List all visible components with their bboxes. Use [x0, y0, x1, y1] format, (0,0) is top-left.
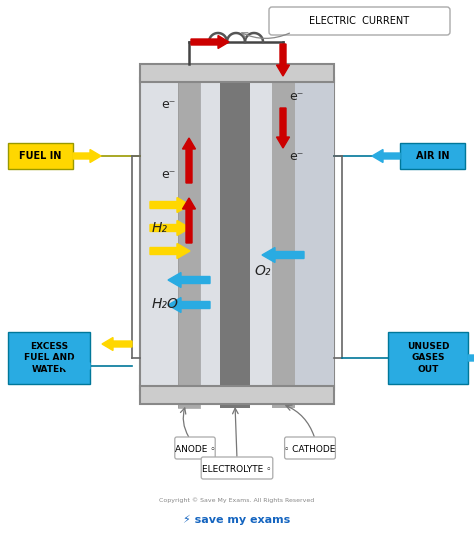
- FancyArrow shape: [262, 247, 304, 263]
- Bar: [400, 143, 465, 169]
- Text: e⁻: e⁻: [289, 150, 303, 163]
- FancyBboxPatch shape: [269, 7, 450, 35]
- Text: O₂: O₂: [254, 264, 271, 278]
- FancyArrow shape: [150, 244, 190, 258]
- Text: Copyright © Save My Exams. All Rights Reserved: Copyright © Save My Exams. All Rights Re…: [159, 497, 315, 503]
- FancyBboxPatch shape: [284, 437, 336, 459]
- Bar: [388, 332, 468, 384]
- FancyArrow shape: [73, 150, 101, 162]
- FancyArrow shape: [191, 35, 229, 49]
- FancyArrow shape: [168, 272, 210, 287]
- FancyArrow shape: [182, 138, 195, 183]
- Text: AIR IN: AIR IN: [416, 151, 449, 161]
- FancyArrow shape: [372, 150, 400, 162]
- FancyBboxPatch shape: [201, 457, 273, 479]
- FancyArrow shape: [150, 198, 190, 213]
- Text: e⁻: e⁻: [289, 90, 303, 103]
- Bar: [8, 332, 90, 384]
- FancyArrow shape: [276, 108, 290, 148]
- FancyArrow shape: [60, 359, 90, 373]
- Bar: [178, 64, 200, 408]
- Bar: [295, 78, 334, 390]
- Text: ELECTROLYTE ◦: ELECTROLYTE ◦: [202, 465, 272, 474]
- Bar: [272, 64, 295, 408]
- Text: ANODE ◦: ANODE ◦: [175, 444, 215, 453]
- Text: e⁻: e⁻: [161, 98, 175, 111]
- Text: ⚡ save my exams: ⚡ save my exams: [183, 515, 291, 525]
- FancyArrow shape: [182, 198, 195, 243]
- Text: FUEL IN: FUEL IN: [19, 151, 62, 161]
- Bar: [140, 64, 334, 82]
- FancyBboxPatch shape: [175, 437, 215, 459]
- Text: ◦ CATHODE: ◦ CATHODE: [284, 444, 336, 453]
- Text: H₂O: H₂O: [152, 297, 179, 311]
- Bar: [140, 386, 334, 404]
- FancyArrow shape: [276, 44, 290, 76]
- FancyArrow shape: [468, 351, 474, 365]
- Bar: [140, 78, 334, 390]
- Text: H₂: H₂: [152, 221, 168, 235]
- Text: UNUSED
GASES
OUT: UNUSED GASES OUT: [407, 342, 449, 374]
- FancyArrow shape: [102, 337, 132, 350]
- Bar: [220, 64, 250, 408]
- Text: e⁻: e⁻: [161, 168, 175, 181]
- Bar: [178, 64, 200, 408]
- Bar: [8, 143, 73, 169]
- Text: EXCESS
FUEL AND
WATER: EXCESS FUEL AND WATER: [24, 342, 74, 374]
- FancyArrow shape: [150, 221, 190, 235]
- Text: ELECTRIC  CURRENT: ELECTRIC CURRENT: [310, 16, 410, 26]
- FancyArrow shape: [168, 297, 210, 312]
